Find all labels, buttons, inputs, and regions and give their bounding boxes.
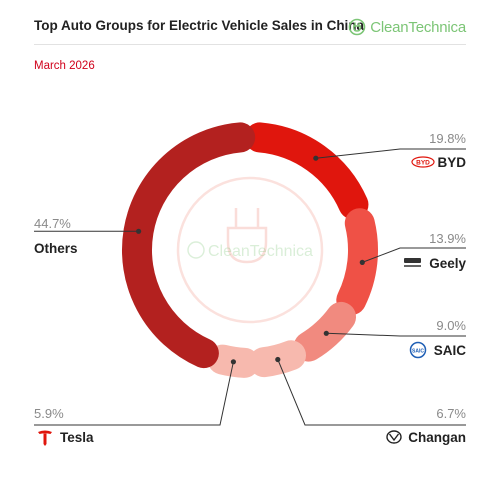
brand-name: CleanTechnica [370, 18, 466, 36]
changan-leader-dot [275, 356, 281, 363]
chart-subtitle: March 2026 [34, 60, 95, 72]
byd-category-label: BYD [437, 155, 466, 170]
others-category-label: Others [34, 241, 78, 256]
watermark-logo-icon [187, 241, 205, 259]
byd-leader-dot [313, 155, 319, 161]
others-leader-dot [136, 228, 142, 234]
geely-leader-dot [359, 259, 365, 265]
watermark-ring [176, 176, 324, 324]
cleantechnica-logo-icon [348, 18, 366, 36]
chart-title: Top Auto Groups for Electric Vehicle Sal… [34, 18, 365, 33]
byd-segment [244, 122, 369, 220]
watermark-text: CleanTechnica [208, 243, 313, 260]
byd-logo-icon: BYD [411, 156, 435, 168]
saic-category-label: SAIC [434, 343, 467, 358]
changan-value-label: 6.7% [436, 406, 466, 421]
watermark-plug-icon [226, 208, 268, 264]
saic-leader-dot [323, 330, 329, 336]
watermark: CleanTechnica [176, 176, 324, 324]
byd-value-label: 19.8% [429, 131, 466, 146]
changan-leader-line [277, 359, 466, 426]
changan-logo-icon [386, 430, 402, 444]
tesla-logo-icon [38, 430, 52, 446]
tesla-category-label: Tesla [60, 430, 94, 445]
tesla-leader-line [34, 361, 234, 426]
geely-logo-icon [404, 258, 421, 267]
tesla-value-label: 5.9% [34, 406, 64, 421]
brand-logo: CleanTechnica [348, 15, 466, 39]
svg-text:SAIC: SAIC [412, 349, 424, 355]
byd-leader-line [315, 148, 466, 159]
tesla-leader-dot [230, 359, 236, 365]
geely-leader-line [362, 247, 466, 263]
header-divider [34, 44, 466, 45]
saic-leader-line [326, 332, 466, 337]
geely-category-label: Geely [429, 256, 466, 271]
geely-value-label: 13.9% [429, 231, 466, 246]
changan-category-label: Changan [408, 430, 466, 445]
others-value-label: 44.7% [34, 216, 71, 231]
saic-value-label: 9.0% [436, 318, 466, 333]
leader-lines [34, 148, 466, 426]
saic-logo-icon: SAIC [409, 341, 427, 359]
svg-text:BYD: BYD [416, 160, 430, 167]
